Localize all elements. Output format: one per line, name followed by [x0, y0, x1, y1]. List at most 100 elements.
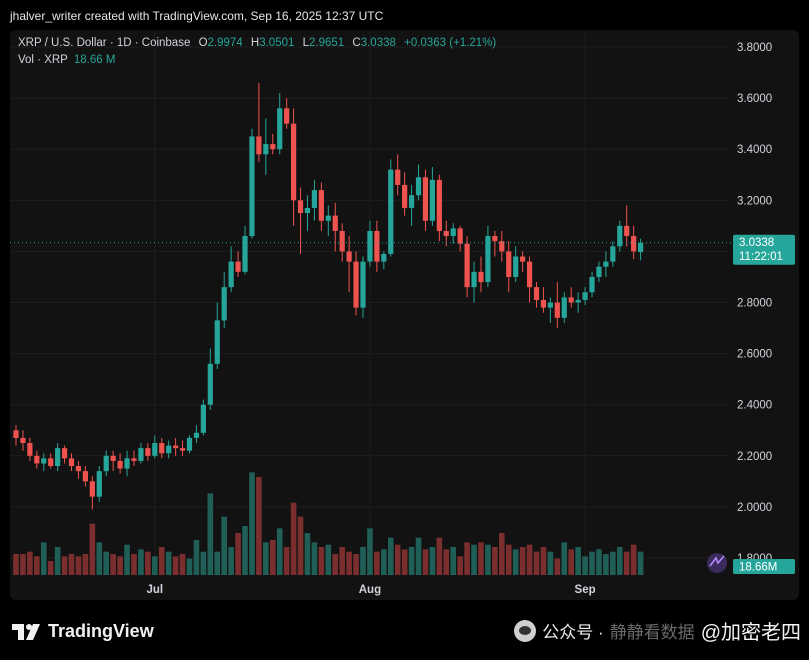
candle[interactable] — [520, 251, 526, 272]
candle[interactable] — [381, 251, 387, 270]
candle[interactable] — [304, 195, 311, 231]
candle[interactable] — [360, 256, 366, 318]
candle[interactable] — [568, 287, 574, 308]
candle[interactable] — [443, 220, 449, 247]
candle[interactable] — [596, 261, 602, 283]
candle[interactable] — [402, 172, 408, 216]
candle[interactable] — [575, 292, 581, 313]
candle[interactable] — [34, 450, 40, 469]
candle[interactable] — [499, 230, 505, 262]
candle[interactable] — [173, 437, 179, 456]
volume-bar — [637, 551, 644, 575]
candle[interactable] — [631, 225, 637, 260]
candle[interactable] — [228, 246, 234, 293]
candle[interactable] — [353, 251, 359, 316]
candle[interactable] — [346, 236, 352, 293]
candle[interactable] — [186, 435, 193, 454]
candle[interactable] — [82, 466, 88, 487]
candle[interactable] — [457, 225, 463, 252]
candle[interactable] — [533, 282, 540, 308]
candle[interactable] — [464, 236, 470, 298]
candlestick-series[interactable] — [13, 82, 644, 510]
candle[interactable] — [61, 445, 68, 464]
candle[interactable] — [235, 251, 241, 277]
volume-bar — [311, 542, 318, 575]
time-axis[interactable]: Jul Aug Sep — [146, 584, 595, 596]
candle[interactable] — [291, 108, 297, 226]
candle[interactable] — [367, 220, 373, 267]
candle[interactable] — [68, 453, 75, 472]
candle[interactable] — [221, 271, 227, 329]
candle[interactable] — [624, 205, 630, 247]
candle[interactable] — [436, 174, 442, 242]
candle-body — [41, 458, 47, 464]
candle[interactable] — [374, 220, 380, 272]
candle[interactable] — [526, 256, 533, 303]
candle[interactable] — [284, 98, 290, 129]
candle[interactable] — [408, 184, 415, 226]
candle[interactable] — [214, 302, 220, 369]
candle[interactable] — [582, 287, 588, 306]
candle[interactable] — [249, 128, 255, 239]
symbol-legend[interactable]: XRP / U.S. Dollar · 1D · Coinbase O2.997… — [18, 37, 496, 49]
candle[interactable] — [263, 118, 269, 175]
candle[interactable] — [471, 261, 477, 303]
candle[interactable] — [256, 82, 262, 162]
candle[interactable] — [547, 297, 553, 323]
indicator-icon[interactable] — [707, 553, 727, 573]
candle[interactable] — [492, 230, 498, 257]
candle[interactable] — [124, 450, 130, 477]
candle[interactable] — [48, 453, 54, 469]
candle[interactable] — [332, 202, 338, 252]
candle[interactable] — [242, 225, 248, 275]
candle[interactable] — [89, 476, 95, 510]
volume-bar — [485, 544, 491, 575]
candle[interactable] — [561, 292, 567, 323]
candle[interactable] — [270, 133, 276, 155]
candle[interactable] — [617, 220, 623, 252]
candle[interactable] — [450, 223, 456, 244]
candle[interactable] — [166, 440, 172, 459]
candle[interactable] — [610, 241, 616, 267]
candle[interactable] — [179, 440, 186, 456]
candle[interactable] — [117, 453, 123, 474]
candle[interactable] — [589, 271, 595, 298]
symbol-name[interactable]: XRP / U.S. Dollar · 1D · Coinbase — [18, 37, 191, 49]
candle[interactable] — [603, 251, 609, 277]
candle[interactable] — [638, 238, 644, 261]
candle[interactable] — [13, 425, 19, 446]
candle[interactable] — [554, 282, 560, 329]
candle[interactable] — [318, 182, 324, 231]
candle[interactable] — [422, 169, 429, 231]
candle[interactable] — [429, 167, 435, 226]
candle[interactable] — [478, 256, 484, 293]
candle[interactable] — [277, 92, 283, 155]
volume-legend[interactable]: Vol · XRP 18.66 M — [18, 54, 115, 66]
candle[interactable] — [485, 225, 491, 288]
candle[interactable] — [103, 450, 109, 477]
candle[interactable] — [200, 399, 206, 436]
candle[interactable] — [55, 443, 61, 472]
candle[interactable] — [506, 241, 512, 293]
candle[interactable] — [152, 435, 158, 459]
candle[interactable] — [145, 443, 151, 461]
candle[interactable] — [131, 450, 137, 467]
candle[interactable] — [159, 437, 165, 459]
candle[interactable] — [540, 287, 547, 313]
candle[interactable] — [311, 179, 318, 221]
candle[interactable] — [138, 443, 144, 464]
candle[interactable] — [41, 453, 47, 472]
candle[interactable] — [207, 348, 213, 410]
candle[interactable] — [110, 450, 116, 472]
candle[interactable] — [297, 187, 304, 254]
candle[interactable] — [20, 430, 26, 451]
candle[interactable] — [193, 425, 200, 444]
candle[interactable] — [27, 437, 33, 461]
candle[interactable] — [388, 159, 394, 257]
candle[interactable] — [75, 460, 82, 479]
candle[interactable] — [415, 164, 422, 201]
candle[interactable] — [96, 466, 102, 502]
candle[interactable] — [325, 205, 331, 237]
candle[interactable] — [395, 154, 401, 196]
candle[interactable] — [513, 246, 519, 283]
